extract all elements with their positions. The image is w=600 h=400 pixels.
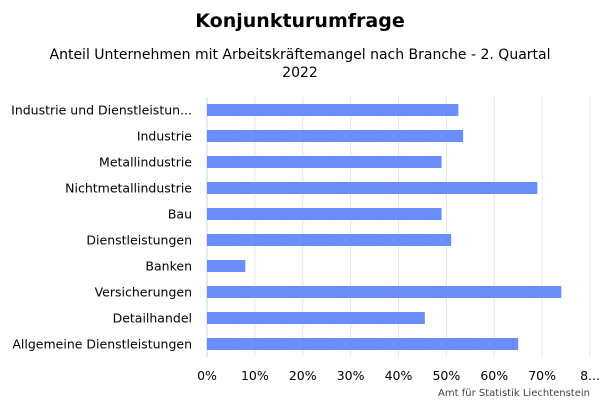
x-tick-label: 0%: [197, 368, 217, 383]
bar[interactable]: [207, 208, 442, 220]
bar[interactable]: [207, 312, 425, 324]
x-tick-label: 40%: [385, 368, 413, 383]
bar[interactable]: [207, 286, 562, 298]
category-label: Metallindustrie: [99, 155, 192, 170]
category-label: Allgemeine Dienstleistungen: [12, 337, 192, 352]
bars: [207, 104, 562, 350]
category-label: Industrie und Dienstleistun...: [11, 103, 192, 118]
bar[interactable]: [207, 104, 459, 116]
chart-subtitle-line-2: 2022: [282, 65, 318, 81]
x-tick-label: 10%: [241, 368, 269, 383]
x-tick-label: 70%: [528, 368, 556, 383]
x-tick-label: 30%: [337, 368, 365, 383]
bar[interactable]: [207, 260, 246, 272]
category-label: Bau: [168, 207, 192, 222]
x-tick-label: 8...: [580, 368, 600, 383]
bar[interactable]: [207, 156, 442, 168]
bar[interactable]: [207, 130, 464, 142]
category-label: Detailhandel: [113, 311, 192, 326]
x-tick-label: 60%: [480, 368, 508, 383]
category-label: Industrie: [137, 129, 192, 144]
x-tick-label: 20%: [289, 368, 317, 383]
x-axis-ticks: 0% 10% 20% 30% 40% 50% 60% 70% 8...: [197, 368, 600, 383]
x-tick-label: 50%: [432, 368, 460, 383]
category-label: Banken: [145, 259, 192, 274]
category-label: Versicherungen: [95, 285, 192, 300]
bar[interactable]: [207, 182, 538, 194]
chart-title: Konjunkturumfrage: [195, 10, 404, 32]
category-label: Nichtmetallindustrie: [65, 181, 192, 196]
bar[interactable]: [207, 234, 452, 246]
category-label: Dienstleistungen: [86, 233, 192, 248]
bar[interactable]: [207, 338, 519, 350]
category-labels: Industrie und Dienstleistun... Industrie M…: [11, 103, 192, 352]
source-credit: Amt für Statistik Liechtenstein: [438, 388, 590, 399]
chart-subtitle-line-1: Anteil Unternehmen mit Arbeitskräftemang…: [50, 47, 551, 63]
